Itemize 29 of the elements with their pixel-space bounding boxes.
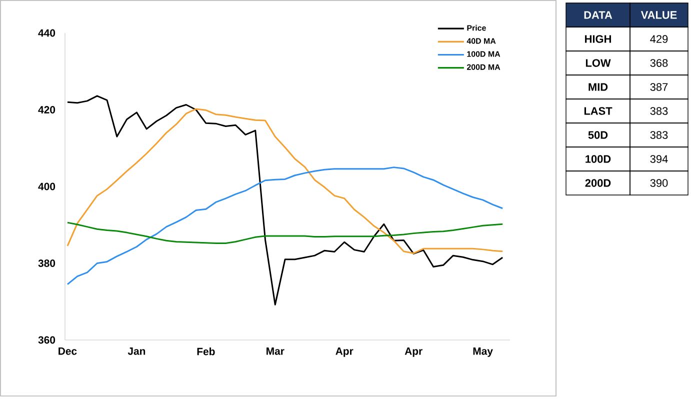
text: 368	[650, 59, 668, 67]
text: HIGH	[585, 35, 611, 43]
text: 390	[650, 179, 668, 187]
x-tick-label: Mar	[266, 348, 284, 355]
text: 383	[650, 131, 668, 139]
text: 394	[650, 155, 668, 163]
text: MID	[588, 83, 608, 91]
y-tick-label: 420	[38, 106, 56, 114]
text: 387	[650, 83, 668, 91]
text: VALUE	[640, 11, 677, 19]
text: LAST	[584, 107, 612, 115]
text: 383	[650, 107, 668, 115]
x-tick-label: Apr	[404, 348, 422, 357]
text: 100D	[586, 155, 611, 163]
y-tick-label: 400	[38, 182, 56, 190]
x-tick-label: Jan	[128, 348, 146, 355]
y-tick-label: 440	[38, 29, 56, 37]
text: 50D	[588, 131, 608, 139]
x-tick-label: Dec	[58, 348, 77, 355]
text: 429	[650, 35, 668, 43]
x-tick-label: May	[473, 348, 493, 357]
text: DATA	[584, 11, 612, 19]
text: LOW	[586, 59, 611, 67]
x-tick-label: Feb	[197, 348, 215, 356]
x-tick-label: Apr	[336, 348, 354, 357]
y-tick-label: 360	[38, 336, 56, 344]
line-series	[66, 95, 504, 306]
text: 200D	[585, 179, 611, 187]
y-tick-label: 380	[38, 260, 56, 267]
